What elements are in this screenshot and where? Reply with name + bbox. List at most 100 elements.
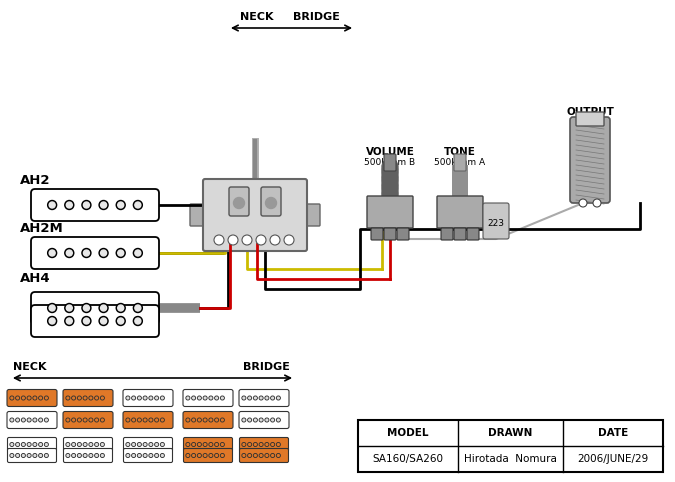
Circle shape	[215, 396, 219, 400]
FancyBboxPatch shape	[452, 165, 468, 200]
Circle shape	[248, 443, 250, 445]
Circle shape	[82, 304, 91, 312]
Circle shape	[34, 455, 36, 456]
Circle shape	[198, 442, 201, 446]
Circle shape	[99, 249, 108, 257]
Circle shape	[155, 454, 159, 457]
Circle shape	[126, 442, 130, 446]
Circle shape	[40, 419, 42, 421]
Circle shape	[205, 419, 206, 421]
Circle shape	[161, 396, 164, 400]
Circle shape	[272, 419, 273, 421]
Circle shape	[27, 442, 31, 446]
Circle shape	[117, 250, 124, 256]
Circle shape	[90, 419, 92, 421]
FancyBboxPatch shape	[384, 154, 396, 171]
Circle shape	[187, 397, 189, 399]
Circle shape	[116, 317, 126, 325]
Circle shape	[28, 443, 30, 445]
Circle shape	[90, 455, 92, 456]
FancyBboxPatch shape	[31, 237, 159, 269]
Circle shape	[28, 397, 30, 399]
Circle shape	[116, 249, 126, 257]
Circle shape	[203, 418, 207, 422]
Circle shape	[135, 318, 141, 324]
Circle shape	[22, 419, 24, 421]
Circle shape	[101, 454, 104, 457]
Circle shape	[116, 201, 126, 210]
FancyBboxPatch shape	[184, 438, 232, 452]
Circle shape	[254, 418, 257, 422]
Circle shape	[34, 443, 36, 445]
Circle shape	[96, 443, 97, 445]
Circle shape	[49, 305, 55, 311]
Circle shape	[73, 443, 74, 445]
Circle shape	[156, 397, 157, 399]
Circle shape	[270, 235, 280, 245]
Circle shape	[192, 442, 196, 446]
FancyBboxPatch shape	[437, 196, 483, 228]
Circle shape	[101, 397, 103, 399]
Circle shape	[134, 201, 142, 210]
Circle shape	[216, 455, 217, 456]
FancyBboxPatch shape	[123, 389, 173, 406]
Circle shape	[27, 418, 31, 422]
Circle shape	[117, 318, 124, 324]
Text: 500kohm B: 500kohm B	[364, 158, 416, 167]
Circle shape	[133, 419, 134, 421]
Circle shape	[82, 201, 91, 210]
Circle shape	[156, 443, 157, 445]
Circle shape	[242, 396, 246, 400]
Circle shape	[39, 442, 43, 446]
Circle shape	[22, 418, 25, 422]
Circle shape	[72, 442, 76, 446]
Circle shape	[161, 454, 164, 457]
Circle shape	[83, 418, 87, 422]
Circle shape	[17, 455, 18, 456]
Circle shape	[161, 442, 164, 446]
Circle shape	[161, 419, 163, 421]
Circle shape	[78, 396, 81, 400]
Circle shape	[33, 396, 36, 400]
Circle shape	[186, 442, 190, 446]
Circle shape	[144, 443, 146, 445]
Circle shape	[210, 455, 212, 456]
Circle shape	[10, 418, 14, 422]
Circle shape	[126, 418, 130, 422]
Circle shape	[33, 454, 36, 457]
Circle shape	[45, 396, 48, 400]
Circle shape	[155, 442, 159, 446]
Circle shape	[193, 397, 194, 399]
Circle shape	[117, 202, 124, 208]
FancyBboxPatch shape	[183, 412, 233, 428]
Circle shape	[84, 250, 89, 256]
FancyBboxPatch shape	[7, 438, 57, 452]
Circle shape	[90, 397, 92, 399]
FancyBboxPatch shape	[441, 228, 453, 240]
FancyBboxPatch shape	[123, 412, 173, 428]
Circle shape	[132, 396, 136, 400]
Circle shape	[16, 418, 20, 422]
Circle shape	[243, 397, 245, 399]
FancyBboxPatch shape	[183, 389, 233, 406]
FancyBboxPatch shape	[239, 412, 289, 428]
Circle shape	[101, 442, 104, 446]
Circle shape	[11, 455, 13, 456]
Circle shape	[149, 396, 153, 400]
Circle shape	[83, 396, 87, 400]
Circle shape	[134, 317, 142, 325]
Circle shape	[382, 171, 398, 187]
Circle shape	[48, 304, 57, 312]
Circle shape	[259, 454, 263, 457]
Circle shape	[265, 442, 269, 446]
Circle shape	[134, 304, 142, 312]
Circle shape	[209, 396, 213, 400]
Circle shape	[259, 396, 263, 400]
Circle shape	[138, 418, 141, 422]
Circle shape	[89, 396, 92, 400]
Circle shape	[261, 455, 262, 456]
Circle shape	[192, 418, 196, 422]
Circle shape	[48, 249, 57, 257]
Circle shape	[126, 454, 130, 457]
Circle shape	[382, 159, 398, 175]
